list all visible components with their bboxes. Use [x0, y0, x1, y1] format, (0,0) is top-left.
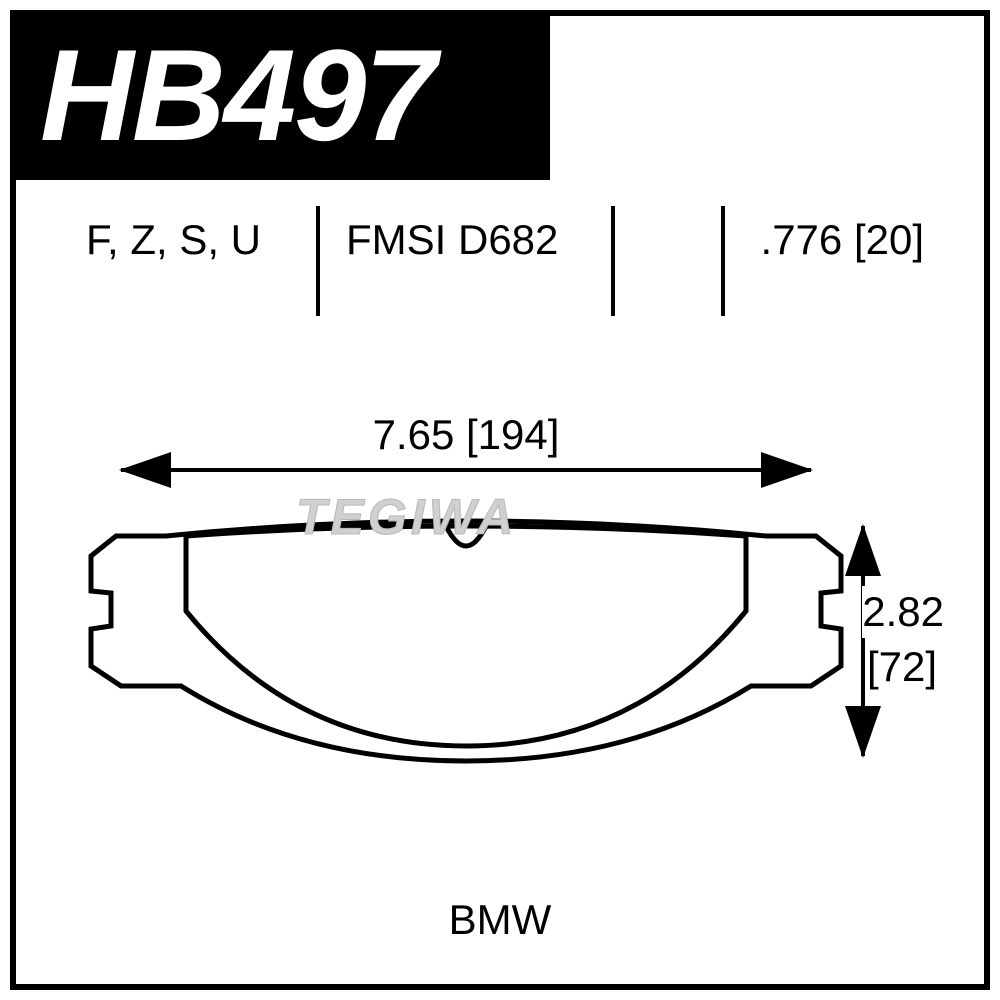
arrow-up-icon — [845, 524, 881, 576]
pad-inner-path — [186, 526, 746, 746]
spec-row: F, Z, S, U FMSI D682 .776 [20] — [16, 216, 984, 336]
header-bar: HB497 — [10, 10, 550, 180]
brake-pad-outline — [76, 511, 856, 771]
diagram-frame: HB497 F, Z, S, U FMSI D682 .776 [20] 7.6… — [10, 10, 990, 990]
arrow-right-icon — [761, 452, 813, 488]
watermark-text: TEGIWA — [296, 488, 517, 546]
arrow-down-icon — [845, 706, 881, 758]
divider-line — [316, 206, 320, 316]
part-number: HB497 — [40, 20, 435, 170]
thickness-value: .776 [20] — [761, 216, 924, 264]
height-inches-label: 2.82 — [862, 586, 944, 638]
compound-codes: F, Z, S, U — [86, 216, 261, 264]
dimension-line — [121, 468, 811, 472]
vehicle-label: BMW — [16, 896, 984, 944]
divider-line — [611, 206, 615, 316]
fmsi-code: FMSI D682 — [346, 216, 558, 264]
brake-pad-svg — [76, 511, 856, 771]
arrow-left-icon — [119, 452, 171, 488]
divider-line — [721, 206, 725, 316]
height-mm-label: [72] — [867, 641, 937, 693]
